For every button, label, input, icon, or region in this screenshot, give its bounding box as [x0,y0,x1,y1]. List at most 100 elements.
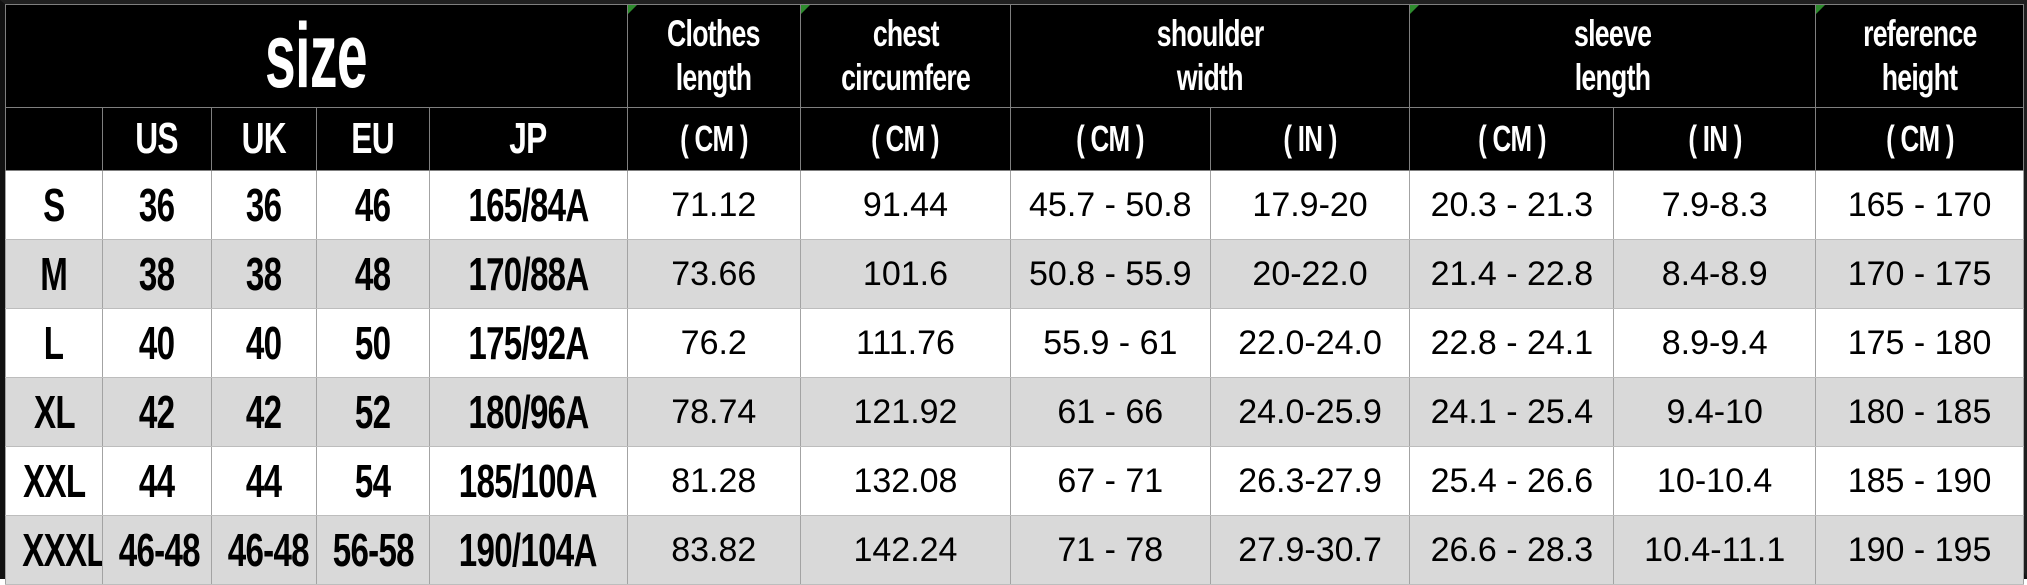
cell-value: L [44,317,64,369]
cell-sleeve-cm: 21.4 - 22.8 [1409,239,1615,309]
cell-eu: 46 [315,170,430,240]
cell-chest-cm: 111.76 [800,308,1011,378]
cell-height-cm: 180 - 185 [1815,377,2024,447]
header-label: reference [1862,13,1977,55]
cell-corner-indicator-icon [627,5,637,14]
cell-value: 36 [246,179,282,231]
size-chart-table: size Clothes length chest circumfere [5,4,2024,585]
cell-size: L [5,308,103,378]
cell-value: 170/88A [468,248,589,300]
unit-label: ( IN ) [1688,118,1742,159]
cell-value: 180/96A [468,386,589,438]
cell-shoulder-cm: 61 - 66 [1009,377,1211,447]
cell-jp: 190/104A [428,515,628,585]
cell-chest-cm: 91.44 [800,170,1011,240]
cell-shoulder-cm: 45.7 - 50.8 [1009,170,1211,240]
header-row-groups: size Clothes length chest circumfere [5,4,2024,108]
cell-value: 40 [246,317,282,369]
cell-sleeve-cm: 22.8 - 24.1 [1409,308,1615,378]
header-label: width [1177,57,1244,98]
cell-us: 42 [101,377,212,447]
size-title: size [265,4,368,107]
cell-value: S [43,179,65,231]
cell-sleeve-in: 10-10.4 [1613,446,1817,516]
cell-value: XL [33,386,75,438]
cell-shoulder-cm: 50.8 - 55.9 [1009,239,1211,309]
unit-clothes-cm: ( CM ) [626,107,802,171]
cell-chest-cm: 132.08 [800,446,1011,516]
cell-sleeve-in: 7.9-8.3 [1613,170,1817,240]
cell-size: XXL [5,446,103,516]
cell-size: S [5,170,103,240]
cell-sleeve-in: 8.4-8.9 [1613,239,1817,309]
cell-jp: 165/84A [428,170,628,240]
cell-shoulder-in: 17.9-20 [1209,170,1411,240]
cell-us: 40 [101,308,212,378]
table-header: size Clothes length chest circumfere [5,4,2024,171]
table-row: M 38 38 48 170/88A 73.66 101.6 50.8 - 55.9 20-22… [5,239,2024,309]
cell-value: XXXL [22,524,103,576]
cell-clothes-cm: 81.28 [626,446,802,516]
cell-value: 46 [355,179,391,231]
cell-jp: 175/92A [428,308,628,378]
cell-value: 42 [246,386,282,438]
cell-jp: 180/96A [428,377,628,447]
cell-height-cm: 165 - 170 [1815,170,2024,240]
cell-value: 48 [355,248,391,300]
header-label: US [135,114,179,163]
cell-sleeve-in: 9.4-10 [1613,377,1817,447]
cell-value: 56-58 [332,524,415,576]
cell-clothes-cm: 71.12 [626,170,802,240]
header-size-blank [5,107,103,171]
cell-value: 52 [355,386,391,438]
cell-jp: 185/100A [428,446,628,516]
cell-value: 190/104A [459,524,598,576]
cell-sleeve-cm: 24.1 - 25.4 [1409,377,1615,447]
cell-chest-cm: 101.6 [800,239,1011,309]
header-label: shoulder [1156,13,1264,55]
unit-shoulder-in: ( IN ) [1209,107,1411,171]
cell-sleeve-cm: 20.3 - 21.3 [1409,170,1615,240]
cell-value: 46-48 [227,524,310,576]
cell-value: 54 [355,455,391,507]
table-row: L 40 40 50 175/92A 76.2 111.76 55.9 - 61 22.0-24… [5,308,2024,378]
cell-corner-indicator-icon [1816,5,1826,14]
cell-value: XXL [22,455,86,507]
cell-eu: 48 [315,239,430,309]
header-eu: EU [315,107,430,171]
header-label: length [675,57,752,98]
header-reference-height: reference height [1815,4,2024,108]
table-row: XL 42 42 52 180/96A 78.74 121.92 61 - 66 24.0-25… [5,377,2024,447]
cell-size: M [5,239,103,309]
unit-shoulder-cm: ( CM ) [1009,107,1211,171]
cell-corner-indicator-icon [801,5,811,14]
cell-sleeve-in: 10.4-11.1 [1613,515,1817,585]
header-jp: JP [428,107,628,171]
cell-us: 36 [101,170,212,240]
table-row: XXL 44 44 54 185/100A 81.28 132.08 67 - 71 26.3-… [5,446,2024,516]
cell-value: 50 [355,317,391,369]
cell-value: 44 [139,455,175,507]
cell-eu: 50 [315,308,430,378]
cell-sleeve-cm: 26.6 - 28.3 [1409,515,1615,585]
header-uk: UK [210,107,317,171]
cell-value: 38 [139,248,175,300]
unit-height-cm: ( CM ) [1815,107,2024,171]
cell-value: 36 [139,179,175,231]
cell-value: 44 [246,455,282,507]
cell-corner-indicator-icon [1410,5,1420,14]
cell-height-cm: 170 - 175 [1815,239,2024,309]
cell-chest-cm: 142.24 [800,515,1011,585]
header-chest-circumference: chest circumfere [800,4,1011,108]
cell-uk: 38 [210,239,317,309]
header-us: US [101,107,212,171]
cell-clothes-cm: 83.82 [626,515,802,585]
unit-sleeve-in: ( IN ) [1613,107,1817,171]
cell-height-cm: 175 - 180 [1815,308,2024,378]
cell-value: 165/84A [468,179,589,231]
unit-label: ( CM ) [871,118,940,159]
table-row: S 36 36 46 165/84A 71.12 91.44 45.7 - 50.8 17.9-… [5,170,2024,240]
header-label: chest [872,13,939,55]
unit-label: ( CM ) [1478,118,1546,159]
header-label: height [1881,57,1958,98]
